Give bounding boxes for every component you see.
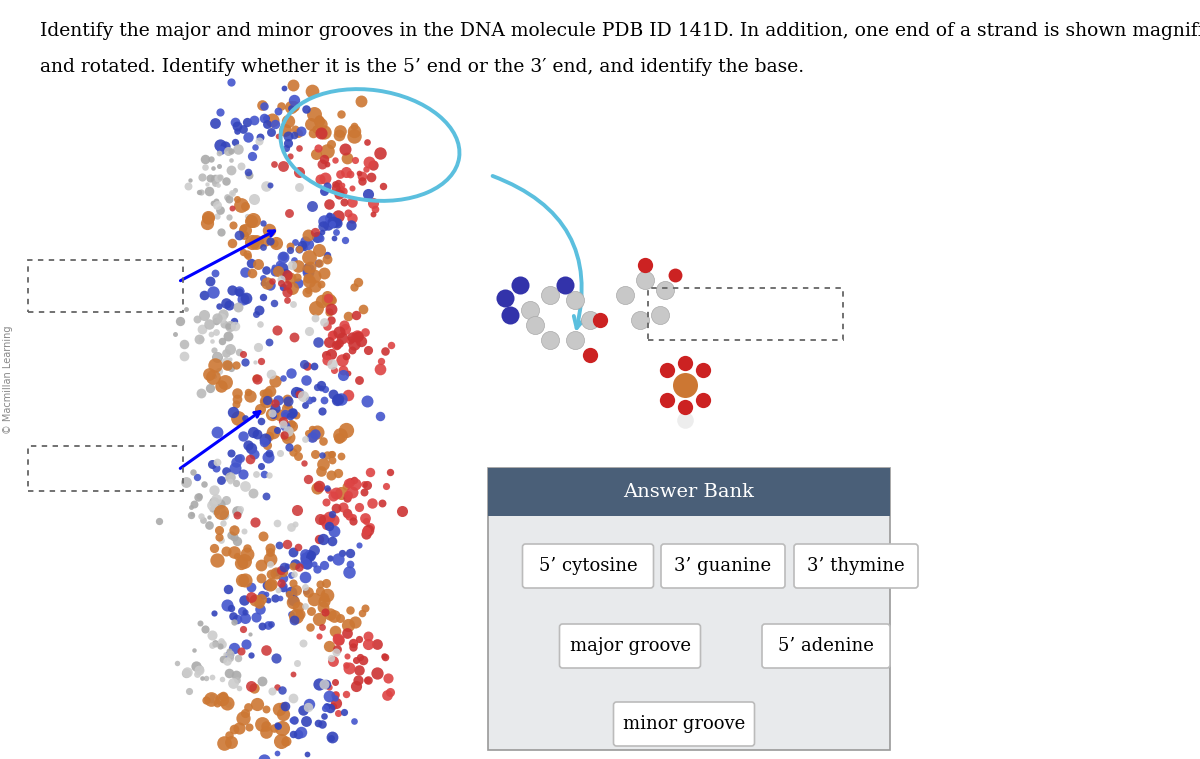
Text: major groove: major groove bbox=[570, 637, 690, 655]
Bar bbox=[648, 288, 842, 340]
Bar bbox=[28, 446, 182, 491]
Bar bbox=[488, 468, 890, 516]
Text: 3’ guanine: 3’ guanine bbox=[674, 557, 772, 575]
FancyBboxPatch shape bbox=[794, 544, 918, 588]
FancyBboxPatch shape bbox=[661, 544, 785, 588]
Text: © Macmillan Learning: © Macmillan Learning bbox=[2, 326, 13, 433]
Text: 5’ adenine: 5’ adenine bbox=[778, 637, 874, 655]
Text: minor groove: minor groove bbox=[623, 715, 745, 733]
Bar bbox=[28, 260, 182, 312]
FancyBboxPatch shape bbox=[522, 544, 654, 588]
FancyBboxPatch shape bbox=[613, 702, 755, 746]
FancyBboxPatch shape bbox=[559, 624, 701, 668]
Text: and rotated. Identify whether it is the 5’ end or the 3′ end, and identify the b: and rotated. Identify whether it is the … bbox=[40, 58, 804, 76]
Bar bbox=[488, 468, 890, 750]
Text: Answer Bank: Answer Bank bbox=[624, 483, 755, 501]
Text: Identify the major and minor grooves in the DNA molecule PDB ID 141D. In additio: Identify the major and minor grooves in … bbox=[40, 22, 1200, 40]
FancyBboxPatch shape bbox=[762, 624, 890, 668]
Text: 3’ thymine: 3’ thymine bbox=[808, 557, 905, 575]
Text: 5’ cytosine: 5’ cytosine bbox=[539, 557, 637, 575]
